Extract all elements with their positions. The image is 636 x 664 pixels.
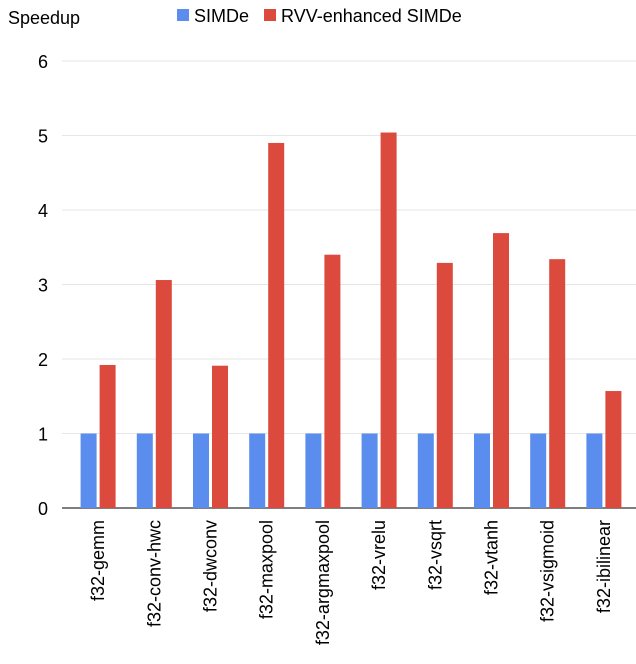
bar-simde-f32-vtanh [474, 433, 490, 508]
x-axis: f32-gemm f32-conv-hwc f32-dwconv f32-maxpoo… [88, 520, 614, 645]
bar-simde-f32-vrelu [361, 433, 378, 508]
x-tick-label: f32-vrelu [369, 520, 389, 590]
x-tick-label: f32-vsigmoid [538, 520, 558, 622]
bars [80, 132, 622, 508]
bar-rvv-enhanced-simde-f32-gemm [99, 364, 116, 508]
y-tick-label: 5 [38, 127, 48, 147]
y-tick-label: 2 [38, 350, 48, 370]
x-tick-label: f32-vsqrt [425, 520, 445, 590]
bar-simde-f32-maxpool [249, 433, 266, 508]
bar-rvv-enhanced-simde-f32-argmaxpool [324, 254, 341, 508]
bar-rvv-enhanced-simde-f32-vtanh [493, 233, 509, 508]
bar-simde-f32-gemm [80, 433, 97, 508]
x-tick-label: f32-gemm [88, 520, 108, 601]
x-tick-label: f32-vtanh [482, 520, 502, 595]
legend-label: RVV-enhanced SIMDe [281, 6, 462, 26]
bar-simde-f32-vsqrt [417, 433, 434, 508]
y-tick-label: 1 [38, 425, 48, 445]
y-tick-label: 4 [38, 201, 48, 221]
legend: SIMDe RVV-enhanced SIMDe [177, 6, 462, 26]
bar-simde-f32-argmaxpool [305, 433, 322, 508]
x-tick-label: f32-maxpool [257, 520, 277, 619]
bar-rvv-enhanced-simde-f32-conv-hwc [155, 280, 172, 508]
bar-rvv-enhanced-simde-f32-vsqrt [436, 262, 453, 508]
x-tick-label: f32-ibilinear [594, 520, 614, 613]
bar-simde-f32-vsigmoid [530, 433, 547, 508]
bar-simde-f32-ibilinear [586, 433, 603, 508]
bar-rvv-enhanced-simde-f32-maxpool [268, 142, 285, 508]
bar-simde-f32-dwconv [193, 433, 209, 508]
y-tick-label: 6 [38, 52, 48, 72]
bar-simde-f32-conv-hwc [136, 433, 153, 508]
x-tick-label: f32-conv-hwc [144, 520, 164, 627]
x-tick-label: f32-dwconv [201, 520, 221, 612]
x-tick-label: f32-argmaxpool [313, 520, 333, 645]
bar-rvv-enhanced-simde-f32-dwconv [212, 365, 228, 508]
y-tick-label: 0 [38, 499, 48, 519]
bar-rvv-enhanced-simde-f32-vsigmoid [549, 259, 566, 508]
y-axis-label: Speedup [8, 8, 80, 28]
bar-rvv-enhanced-simde-f32-ibilinear [605, 391, 622, 508]
bar-rvv-enhanced-simde-f32-vrelu [380, 132, 397, 508]
legend-swatch [264, 9, 277, 21]
legend-label: SIMDe [194, 6, 249, 26]
legend-swatch [177, 9, 189, 21]
y-tick-label: 3 [38, 276, 48, 296]
